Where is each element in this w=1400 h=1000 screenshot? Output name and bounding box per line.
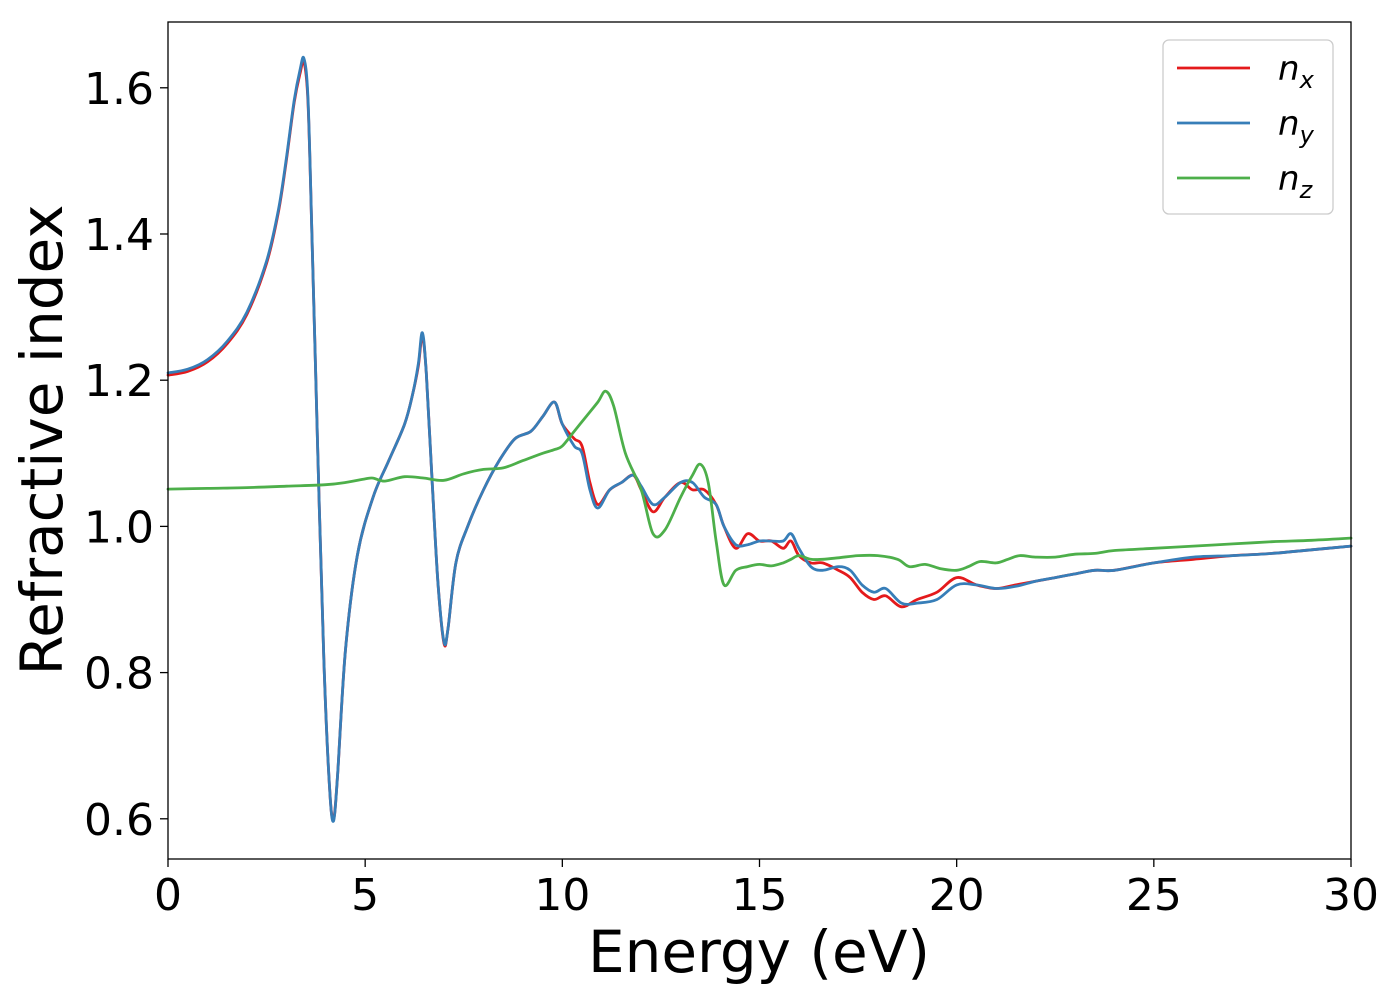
x-tick-label: 5 <box>351 870 379 921</box>
x-tick-label: 20 <box>929 870 985 921</box>
y-tick-label: 0.6 <box>84 795 154 846</box>
legend-subscript: y <box>1299 121 1315 149</box>
series-line-nz <box>166 389 1353 588</box>
x-tick-label: 30 <box>1323 870 1379 921</box>
x-tick-label: 15 <box>732 870 788 921</box>
series-line-ny <box>166 55 1353 823</box>
legend-subscript: x <box>1299 66 1315 94</box>
y-tick-label: 1.4 <box>84 210 154 261</box>
plot-lines <box>166 55 1353 823</box>
y-tick-label: 1.2 <box>84 356 154 407</box>
x-tick-label: 0 <box>154 870 182 921</box>
x-axis-label: Energy (eV) <box>588 918 930 986</box>
legend-subscript: z <box>1299 176 1314 204</box>
y-tick-label: 1.0 <box>84 502 154 553</box>
y-axis-ticks: 0.6 0.8 1.0 1.2 1.4 1.6 <box>84 64 168 846</box>
y-axis-label: Refractive index <box>8 204 76 675</box>
y-tick-label: 0.8 <box>84 649 154 700</box>
x-axis-ticks: 0 5 10 15 20 25 30 <box>154 859 1379 921</box>
x-tick-label: 10 <box>534 870 590 921</box>
x-tick-label: 25 <box>1126 870 1182 921</box>
legend-box <box>1162 39 1334 215</box>
y-tick-label: 1.6 <box>84 64 154 115</box>
